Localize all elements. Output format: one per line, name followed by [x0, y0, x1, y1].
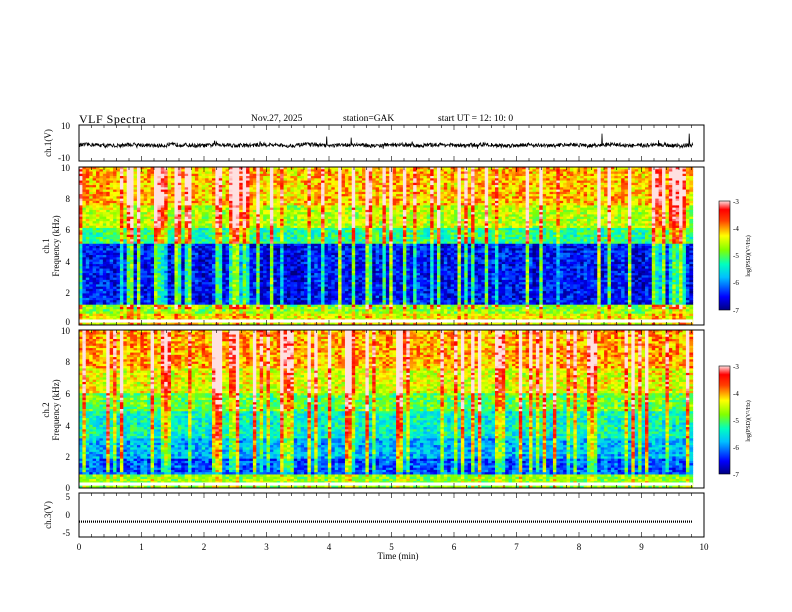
ch1-waveform-trace: [79, 134, 693, 149]
ch1-waveform-ylabel: ch.1(V): [43, 129, 53, 157]
ch1-ytick-bottom: -10: [58, 153, 70, 163]
ch1-spectrogram-panel: 0 2 4 6 8 10 ch.1 Frequency (kHz): [41, 163, 704, 327]
ch1-waveform-panel: 10 -10 ch.1(V): [43, 121, 704, 163]
ch1-ytick-top: 10: [61, 121, 71, 131]
